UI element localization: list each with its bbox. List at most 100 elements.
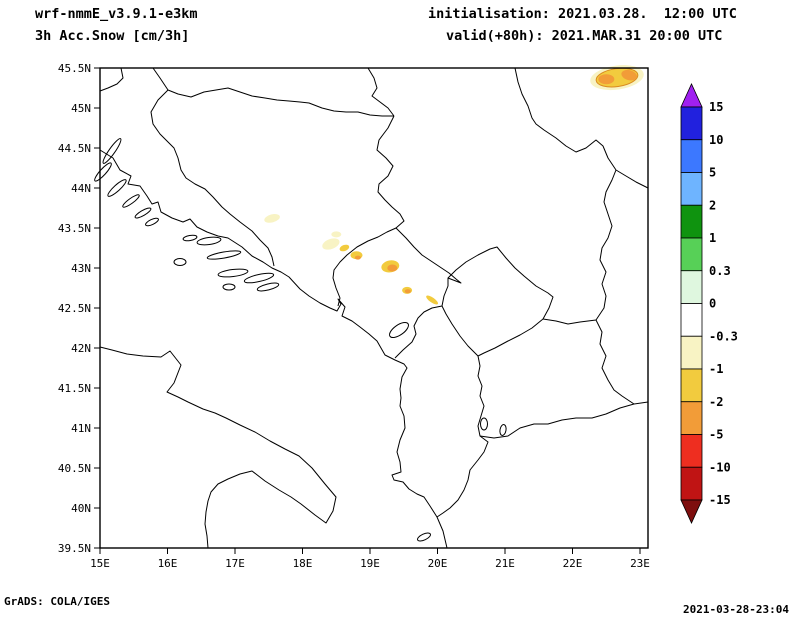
lat-tick-label: 41N — [71, 422, 91, 435]
lat-tick-label: 42.5N — [58, 302, 91, 315]
lon-tick-label: 18E — [293, 557, 313, 570]
lat-tick-label: 44N — [71, 182, 91, 195]
lake-skadar — [389, 321, 409, 339]
colorbar-segment — [680, 368, 703, 403]
border-croatia-bosnia-west — [150, 89, 275, 267]
lat-tick-label: 42N — [71, 342, 91, 355]
border-kosovo — [441, 246, 554, 357]
snow-cell — [339, 244, 350, 252]
colorbar-level-label: 0 — [709, 297, 716, 311]
colorbar-segment — [680, 335, 703, 370]
colorbar-level-label: 1 — [709, 231, 716, 245]
snow-cell — [404, 289, 411, 294]
colorbar-level-label: -15 — [709, 493, 731, 507]
island — [102, 138, 122, 164]
lat-tick-label: 44.5N — [58, 142, 91, 155]
lat-tick-label: 45.5N — [58, 62, 91, 75]
colorbar-level-label: -10 — [709, 460, 731, 474]
lake-prespa — [499, 424, 507, 436]
lon-tick-label: 21E — [495, 557, 515, 570]
colorbar-segment — [680, 204, 703, 239]
border-bulgaria-romania — [615, 169, 649, 189]
island — [173, 258, 187, 266]
border-bosnia-serbia-montenegro — [332, 115, 405, 307]
colorbar-level-label: -5 — [709, 428, 723, 442]
snow-cell — [426, 295, 439, 305]
island — [206, 250, 242, 260]
colorbar: 15 10 5 2 1 0.3 0 -0.3 -1 -2 -5 -10 -15 — [680, 83, 738, 524]
island — [217, 268, 249, 278]
colorbar-segment — [680, 401, 703, 435]
map-frame — [99, 67, 649, 549]
island — [134, 207, 152, 219]
colorbar-level-label: 10 — [709, 133, 723, 147]
colorbar-segment — [680, 237, 703, 272]
lon-tick-label: 16E — [158, 557, 178, 570]
island — [145, 217, 159, 227]
border-macedonia-serbia — [542, 318, 597, 325]
field-title: 3h Acc.Snow [cm/3h] — [35, 28, 190, 44]
colorbar-level-label: 15 — [709, 100, 723, 114]
snow-shading — [264, 65, 644, 305]
lat-tick-label: 40.5N — [58, 462, 91, 475]
colorbar-level-label: 5 — [709, 166, 716, 180]
border-croatia-bosnia-north — [152, 67, 394, 117]
colorbar-level-label: 2 — [709, 198, 716, 212]
lat-tick-label: 40N — [71, 502, 91, 515]
longitude-axis: 15E 16E 17E 18E 19E 20E 21E 22E 23E — [90, 548, 650, 570]
island — [243, 272, 275, 284]
lon-tick-label: 22E — [563, 557, 583, 570]
init-time-label: initialisation: 2021.03.28. 12:00 UTC — [428, 6, 737, 22]
lat-tick-label: 41.5N — [58, 382, 91, 395]
colorbar-segment — [680, 303, 703, 337]
snow-cell — [621, 69, 638, 81]
island — [222, 283, 236, 291]
island — [182, 234, 198, 242]
valid-time-label: valid(+80h): 2021.MAR.31 20:00 UTC — [446, 28, 723, 44]
lat-tick-label: 43.5N — [58, 222, 91, 235]
island — [107, 179, 127, 197]
border-macedonia-greece — [479, 401, 649, 439]
colorbar-segment — [680, 139, 703, 173]
colorbar-level-label: 0.3 — [709, 264, 731, 278]
border-macedonia-bulgaria — [595, 319, 635, 405]
colorbar-segment — [680, 106, 703, 141]
lakes — [389, 321, 507, 436]
lat-tick-label: 45N — [71, 102, 91, 115]
snow-cell — [264, 214, 280, 223]
colorbar-segment — [680, 466, 703, 501]
border-serbia-bulgaria — [595, 169, 617, 321]
colorbar-bottom-arrow — [680, 499, 703, 524]
colorbar-level-label: -0.3 — [709, 329, 738, 343]
colorbar-level-label: -2 — [709, 395, 723, 409]
snow-cell — [354, 255, 361, 260]
snow-cell — [331, 231, 342, 238]
colorbar-segment — [680, 270, 703, 304]
island — [256, 282, 280, 292]
colorbar-segment — [680, 172, 703, 206]
coastline-italy — [99, 346, 337, 549]
border-slovenia-croatia — [99, 67, 124, 92]
island — [196, 236, 222, 246]
lat-tick-label: 43N — [71, 262, 91, 275]
colorbar-segment — [680, 434, 703, 468]
snow-cell — [598, 74, 615, 85]
country-borders — [99, 67, 649, 518]
lon-tick-label: 15E — [90, 557, 110, 570]
island — [417, 532, 431, 542]
colorbar-top-arrow — [680, 83, 703, 108]
border-serbia-montenegro — [395, 227, 462, 284]
snow-cell — [387, 264, 398, 272]
island — [122, 194, 140, 208]
grads-credit: GrADS: COLA/IGES — [4, 595, 110, 608]
lon-tick-label: 20E — [428, 557, 448, 570]
border-montenegro-albania — [394, 305, 443, 359]
lon-tick-label: 23E — [630, 557, 650, 570]
lake-ohrid — [480, 417, 488, 431]
colorbar-level-label: -1 — [709, 362, 723, 376]
border-serbia-romania — [514, 67, 617, 171]
island — [94, 162, 112, 182]
lon-tick-label: 19E — [360, 557, 380, 570]
